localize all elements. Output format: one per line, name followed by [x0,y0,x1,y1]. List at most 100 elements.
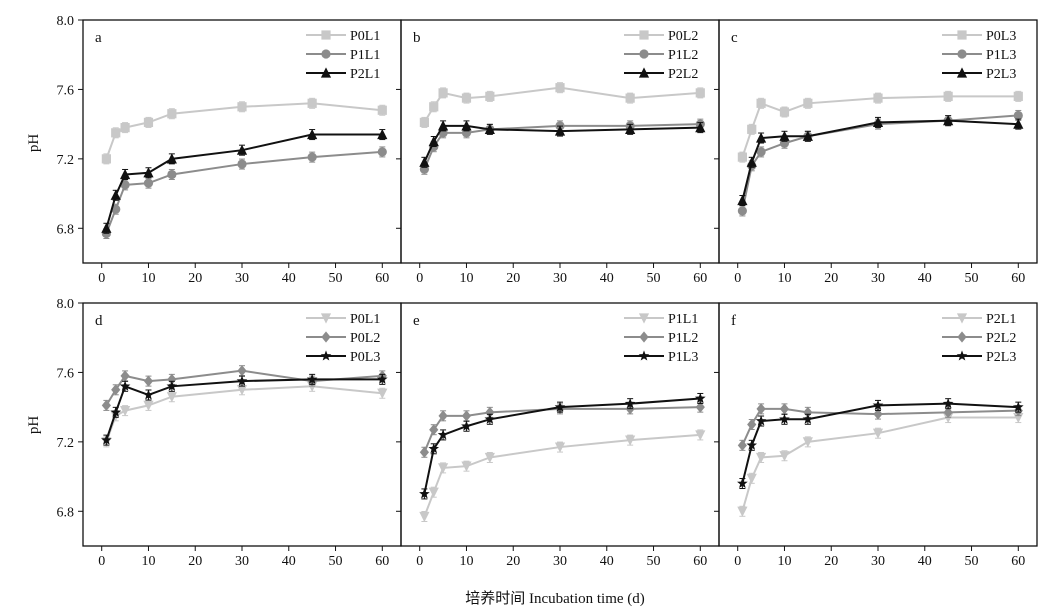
data-point [377,105,387,115]
data-point [873,408,883,420]
data-point [167,373,177,385]
legend-label: P2L3 [986,350,1016,365]
x-tick-label: 0 [416,271,423,286]
panel-label: a [95,30,102,46]
x-tick-label: 10 [141,271,155,286]
data-point [756,147,766,157]
data-point [779,413,790,424]
legend-swatch-marker [320,67,332,78]
x-tick-label: 60 [375,554,389,569]
data-point [429,102,439,112]
series-P2L2 [737,403,1023,451]
data-point [419,156,430,167]
data-point [306,373,318,384]
data-point [419,511,430,523]
data-point [143,178,154,188]
series-line [741,402,1019,484]
panel-e: 0 10 20 30 40 50 60 e P1L1 P1L2 P1L3 [396,302,720,569]
panel-b: 0 10 20 30 40 50 60 b P0L2 P1L2 P2L2 [396,19,720,286]
data-point [625,93,635,103]
series-line [423,124,701,163]
y-tick-label: 8.0 [57,297,75,312]
data-point [236,375,248,386]
data-point [555,83,565,93]
y-tick-label: 8.0 [57,14,75,29]
data-point [237,365,247,377]
data-point [779,451,790,462]
series-P0L1 [101,380,388,448]
data-point [694,392,706,403]
data-point [747,124,757,134]
data-point [166,153,177,164]
data-point [437,463,449,474]
x-tick-label: 50 [965,271,979,286]
data-point [779,107,790,117]
series-P1L1 [419,429,706,523]
data-point [695,430,706,441]
data-point [237,159,247,169]
legend-label: P2L3 [986,67,1016,82]
x-tick-label: 10 [777,554,791,569]
x-tick-label: 30 [871,554,885,569]
x-tick-label: 10 [141,554,155,569]
legend-label: P1L1 [668,312,698,327]
legend: P1L1 P1L2 P1L3 [624,312,698,365]
y-tick-label: 7.2 [57,153,75,168]
series-P0L3 [737,90,1023,163]
panel-label: d [95,313,103,329]
data-point [756,403,766,415]
legend-swatch-marker [638,67,650,78]
data-point [307,128,318,140]
legend-label: P1L1 [350,48,380,63]
legend-label: P0L2 [350,331,380,346]
series-line [105,378,383,441]
panel-c: 0 10 20 30 40 50 60 c P0L3 P1L3 P2L3 [714,19,1038,286]
y-tick-label: 6.8 [57,505,75,520]
data-point [1013,110,1023,121]
series-P0L3 [101,373,388,446]
series-line [105,133,383,229]
legend-swatch-marker [957,30,967,40]
legend-label: P2L1 [350,67,380,82]
legend: P0L1 P1L1 P2L1 [306,29,380,82]
x-tick-label: 30 [553,554,567,569]
legend-label: P0L1 [350,29,380,44]
data-point [437,429,449,440]
legend-swatch-marker [639,331,649,343]
x-tick-label: 0 [98,271,105,286]
x-tick-label: 0 [734,271,741,286]
data-point [779,403,790,415]
series-P1L3 [419,392,706,500]
legend-label: P1L2 [668,331,698,346]
data-point [237,102,247,112]
series-line [423,397,701,495]
x-tick-label: 10 [459,271,473,286]
data-point [737,439,747,451]
legend-label: P0L3 [986,29,1016,44]
data-point [737,477,748,489]
data-point [625,123,636,134]
data-point [377,388,388,399]
x-tick-label: 40 [600,554,614,569]
legend-swatch-marker [638,350,650,361]
data-point [428,487,439,498]
data-point [802,437,813,448]
x-tick-label: 50 [329,271,343,286]
data-point [101,399,111,412]
data-point [746,156,757,167]
legend-label: P0L3 [350,350,380,365]
x-tick-label: 20 [824,271,838,286]
data-point [119,168,131,180]
data-point [376,373,388,384]
data-point [746,439,758,450]
data-point [802,413,814,424]
data-point [872,116,884,128]
data-point [943,115,954,126]
x-tick-label: 10 [459,554,473,569]
x-tick-label: 50 [329,554,343,569]
data-point [943,91,953,101]
x-tick-label: 0 [734,554,741,569]
data-point [119,380,131,391]
data-point [143,167,154,178]
